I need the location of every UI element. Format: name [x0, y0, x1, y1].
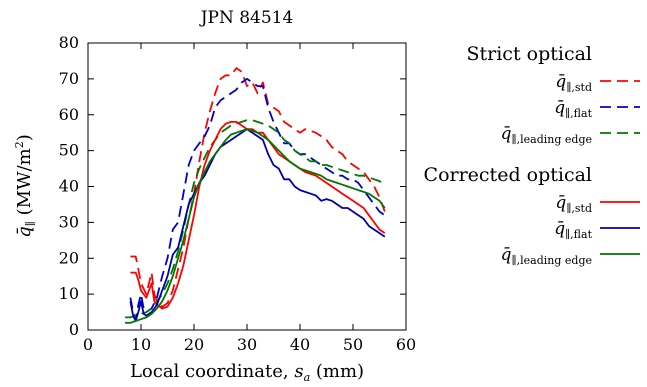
x-tick-label: 50	[343, 335, 363, 354]
series-line-strict-1	[129, 78, 386, 321]
legend-entry-label: q̄∥,std	[555, 193, 592, 215]
y-tick-label: 20	[59, 248, 79, 267]
y-tick-label: 70	[59, 69, 79, 88]
y-tick-label: 0	[69, 320, 79, 339]
legend: Strict optical q̄∥,std q̄∥,flat q̄∥,leading…	[424, 43, 640, 267]
y-tick-label: 80	[59, 33, 79, 52]
series-line-corrected-3	[130, 121, 386, 310]
x-tick-label: 30	[237, 335, 257, 354]
legend-entry-label: q̄∥,leading edge	[501, 245, 592, 267]
x-tick-label: 40	[290, 335, 310, 354]
legend-entry-label: q̄∥,leading edge	[501, 124, 592, 146]
series-line-strict-0	[130, 67, 386, 308]
y-tick-label: 40	[59, 177, 79, 196]
y-tick-label: 30	[59, 212, 79, 231]
legend-heading: Strict optical	[467, 43, 593, 65]
series-layer	[125, 67, 386, 324]
series-line-strict-2	[125, 119, 386, 319]
x-tick-label: 20	[184, 335, 204, 354]
series-line-corrected-5	[125, 128, 386, 324]
chart-title: JPN 84514	[199, 8, 294, 28]
legend-entry-label: q̄∥,flat	[554, 219, 592, 241]
series-line-corrected-4	[129, 128, 386, 322]
x-tick-label: 0	[83, 335, 93, 354]
x-axis-title: Local coordinate, sa (mm)	[130, 361, 364, 384]
y-tick-label: 60	[59, 105, 79, 124]
legend-entry-label: q̄∥,std	[555, 72, 592, 94]
x-tick-label: 60	[396, 335, 416, 354]
y-tick-label: 10	[59, 284, 79, 303]
y-axis-title: q̄∥ (MW/m2)	[13, 134, 37, 237]
legend-heading: Corrected optical	[424, 164, 592, 186]
axis-ticks: 0 10 20 30 40 50 60 0 10 20 30 40 50 60 70 80	[59, 33, 417, 354]
legend-entry-label: q̄∥,flat	[554, 98, 592, 120]
x-tick-label: 10	[131, 335, 151, 354]
y-tick-label: 50	[59, 141, 79, 160]
